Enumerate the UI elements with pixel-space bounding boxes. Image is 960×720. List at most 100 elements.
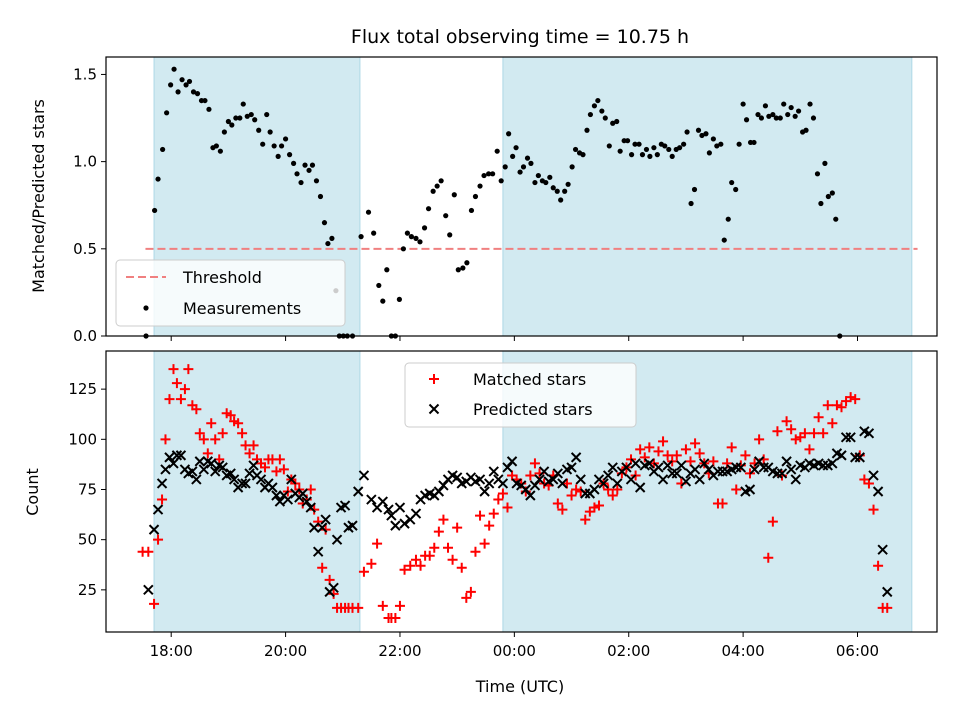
- count-axes-frame: [105, 350, 938, 633]
- predicted-star-point: [557, 478, 568, 489]
- matched-star-point: [740, 450, 751, 461]
- matched-star-point: [644, 442, 655, 453]
- measurement-point: [558, 197, 564, 203]
- matched-star-point: [470, 546, 481, 557]
- predicted-star-point: [854, 452, 865, 463]
- measurement-point: [677, 145, 683, 151]
- matched-star-point: [202, 448, 213, 459]
- measurement-point: [460, 265, 466, 271]
- measurement-point: [595, 97, 601, 104]
- predicted-star-point: [749, 464, 760, 475]
- measurement-point: [606, 143, 612, 149]
- legend-box: [404, 362, 637, 428]
- matched-star-point: [244, 448, 255, 459]
- matched-star-point: [790, 434, 801, 445]
- measurement-point: [329, 235, 335, 241]
- predicted-star-point: [753, 456, 765, 467]
- predicted-star-point: [630, 458, 641, 469]
- measurement-point: [400, 246, 406, 252]
- matched-star-point: [278, 464, 289, 475]
- measurement-point: [248, 111, 254, 118]
- predicted-star-point: [566, 462, 577, 473]
- matched-star-point: [484, 520, 495, 531]
- measurement-point: [699, 132, 705, 139]
- measurement-point: [179, 77, 185, 83]
- measurement-point: [777, 115, 783, 121]
- predicted-star-point: [156, 478, 168, 489]
- matched-star-point: [671, 450, 682, 461]
- measurement-point: [624, 138, 631, 144]
- predicted-star-point: [621, 462, 632, 473]
- predicted-star-point: [194, 456, 206, 467]
- measurement-point: [290, 160, 297, 166]
- matched-star-point: [153, 534, 164, 545]
- matched-star-point: [612, 484, 623, 495]
- measurement-point: [562, 188, 568, 194]
- measurement-point: [260, 141, 266, 147]
- predicted-star-point: [328, 582, 339, 594]
- matched-star-point: [731, 484, 742, 495]
- matched-star-point: [653, 446, 664, 457]
- measurement-point: [434, 183, 440, 189]
- matched-star-point: [488, 508, 499, 519]
- predicted-star-point: [320, 514, 331, 525]
- predicted-star-point: [680, 476, 692, 487]
- measurement-point: [584, 127, 590, 133]
- measurement-point: [486, 171, 492, 177]
- predicted-star-point: [308, 522, 320, 533]
- count-panel: 18:00 20:00 22:00 00:00 02:00 04:00 06:00 25 50…: [23, 350, 938, 660]
- measurement-point: [252, 117, 258, 123]
- legend-matched-swatch: [429, 374, 439, 384]
- matched-star-point: [410, 554, 421, 565]
- axes-frame: [105, 350, 938, 633]
- matched-star-point: [443, 542, 454, 553]
- predicted-star-point: [882, 586, 893, 598]
- measurement-point: [736, 141, 742, 147]
- predicted-star-point: [717, 466, 728, 477]
- predicted-star-point: [602, 470, 614, 481]
- predicted-star-point: [520, 484, 531, 495]
- y-tick-label: 1.0: [73, 153, 97, 171]
- measurement-point: [464, 260, 470, 266]
- predicted-star-point: [703, 464, 715, 475]
- matched-star-point: [233, 418, 244, 429]
- predicted-star-point: [394, 502, 406, 513]
- predicted-star-point: [390, 520, 401, 531]
- measurement-point: [714, 143, 720, 149]
- measurement-point: [547, 174, 553, 180]
- measurement-point: [818, 200, 824, 207]
- predicted-star-point: [347, 520, 358, 531]
- matched-star-point: [694, 448, 705, 459]
- measurement-point: [365, 209, 372, 215]
- matched-star-point: [452, 522, 463, 533]
- matched-star-point: [248, 440, 259, 451]
- predicted-star-point: [785, 464, 797, 475]
- matched-star-point: [274, 454, 285, 465]
- measurement-point: [833, 216, 839, 222]
- predicted-star-point: [451, 472, 463, 483]
- observing-span-1: [153, 350, 361, 633]
- measurement-point: [298, 179, 304, 186]
- y-tick-label: 125: [68, 380, 97, 398]
- measurement-point: [706, 150, 712, 156]
- y-tick-label: 50: [78, 531, 97, 549]
- measurement-point: [213, 143, 219, 149]
- predicted-star-point: [497, 478, 509, 489]
- predicted-star-point: [225, 468, 236, 479]
- measurement-point: [321, 220, 328, 226]
- measurement-point: [175, 89, 181, 95]
- measurement-point: [666, 146, 672, 153]
- matched-star-point: [424, 550, 435, 561]
- matched-star-point: [429, 542, 440, 553]
- measurement-point: [587, 111, 594, 118]
- matched-star-point: [390, 612, 401, 623]
- measurement-point: [510, 153, 516, 159]
- measurement-point: [662, 143, 668, 149]
- predicted-star-point: [506, 456, 518, 467]
- matched-star-point: [465, 586, 476, 597]
- measurement-point: [647, 153, 653, 159]
- predicted-star-point: [607, 462, 618, 473]
- predicted-star-point: [474, 474, 486, 485]
- measurement-point: [684, 129, 690, 135]
